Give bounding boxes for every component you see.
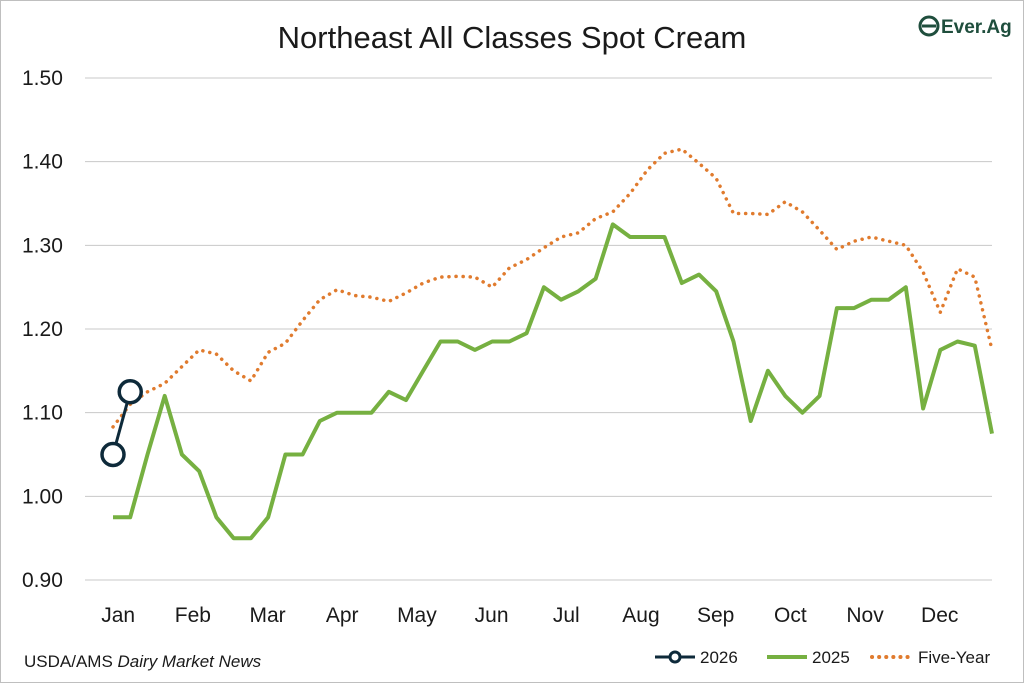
x-tick-label: Jan xyxy=(101,604,135,627)
x-tick-label: Aug xyxy=(622,604,659,627)
x-tick-label: Jun xyxy=(475,604,509,627)
ever-ag-logo: Ever.Ag xyxy=(918,15,1012,38)
chart-title: Northeast All Classes Spot Cream xyxy=(278,20,747,55)
logo-text: Ever.Ag xyxy=(941,17,1012,38)
source-note: USDA/AMS Dairy Market News xyxy=(24,652,262,671)
y-axis-ticks: 0.90 1.00 1.10 1.20 1.30 1.40 1.50 xyxy=(22,67,63,592)
series-2026-point xyxy=(117,379,143,405)
gridlines xyxy=(85,77,992,581)
legend-label-2025: 2025 xyxy=(812,648,850,667)
series-lines xyxy=(100,147,994,541)
y-tick-label: 1.30 xyxy=(22,234,63,257)
legend-item-five-year: Five-Year xyxy=(870,648,990,667)
series-five-year-line xyxy=(111,147,994,429)
x-tick-label: Jul xyxy=(553,604,580,627)
y-tick-label: 1.10 xyxy=(22,402,63,425)
x-tick-label: Feb xyxy=(175,604,211,627)
y-tick-label: 1.40 xyxy=(22,151,63,174)
legend-label-2026: 2026 xyxy=(700,648,738,667)
x-tick-label: Mar xyxy=(249,604,285,627)
y-tick-label: 1.50 xyxy=(22,67,63,90)
ever-ag-logo-icon xyxy=(918,15,940,37)
legend-label-five-year: Five-Year xyxy=(918,648,990,667)
y-tick-label: 1.00 xyxy=(22,485,63,508)
legend-item-2025: 2025 xyxy=(767,648,850,667)
x-tick-label: May xyxy=(397,604,437,627)
x-tick-label: Sep xyxy=(697,604,734,627)
x-axis-ticks: Jan Feb Mar Apr May Jun Jul Aug Sep Oct Nov Dec xyxy=(101,604,958,627)
series-2026-point xyxy=(100,441,126,468)
source-publication: Dairy Market News xyxy=(118,652,262,671)
legend-item-2026: 2026 xyxy=(655,648,738,667)
legend: 2026 2025 Five-Year xyxy=(655,648,990,667)
y-tick-label: 1.20 xyxy=(22,318,63,341)
series-2025-line xyxy=(113,222,994,541)
x-tick-label: Apr xyxy=(326,604,359,627)
x-tick-label: Dec xyxy=(921,604,958,627)
x-tick-label: Nov xyxy=(846,604,884,627)
source-prefix: USDA/AMS xyxy=(24,652,118,671)
x-tick-label: Oct xyxy=(774,604,807,627)
y-tick-label: 0.90 xyxy=(22,569,63,592)
